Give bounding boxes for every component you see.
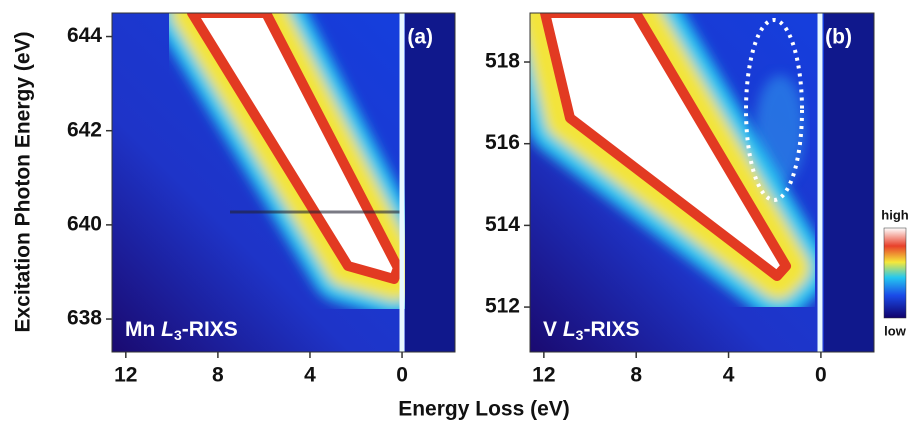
panel-label: (a) [407,26,433,49]
y-tick-label: 640 [67,212,102,235]
colorbar [883,227,907,319]
y-tick-label: 642 [67,118,102,141]
y-tick-label: 512 [485,295,520,318]
plot-frame [529,12,875,353]
colorbar-high: high [881,207,908,222]
x-axis-label: Energy Loss (eV) [398,398,570,421]
annotation-part: L [563,318,576,341]
panel-label: (b) [825,26,852,49]
y-axis-label: Excitation Photon Energy (eV) [12,31,35,332]
heatmap-image [112,13,455,352]
y-tick-label: 638 [67,307,102,330]
panel-annotation: Mn L3-RIXS [125,318,238,343]
x-tick-label: 4 [723,364,735,387]
annotation-part: -RIXS [583,318,639,341]
y-tick-label: 644 [67,24,102,47]
x-tick-label: 8 [630,364,642,387]
x-tick-label: 0 [815,364,827,387]
plot-frame [111,12,456,353]
x-tick-label: 8 [212,364,224,387]
heatmap-image [530,13,874,352]
y-tick-label: 514 [485,213,520,236]
annotation-part: 3 [174,327,182,343]
annotation-part: Mn [125,318,161,341]
x-tick-label: 12 [532,364,555,387]
panel-annotation: V L3-RIXS [543,318,639,343]
annotation-part: V [543,318,563,341]
annotation-part: 3 [576,327,584,343]
x-tick-label: 12 [114,364,137,387]
y-tick-label: 518 [485,50,520,73]
x-tick-label: 0 [396,364,408,387]
annotation-part: -RIXS [182,318,238,341]
annotation-part: L [161,318,174,341]
x-tick-label: 4 [304,364,316,387]
y-tick-label: 516 [485,131,520,154]
colorbar-low: low [884,323,907,338]
